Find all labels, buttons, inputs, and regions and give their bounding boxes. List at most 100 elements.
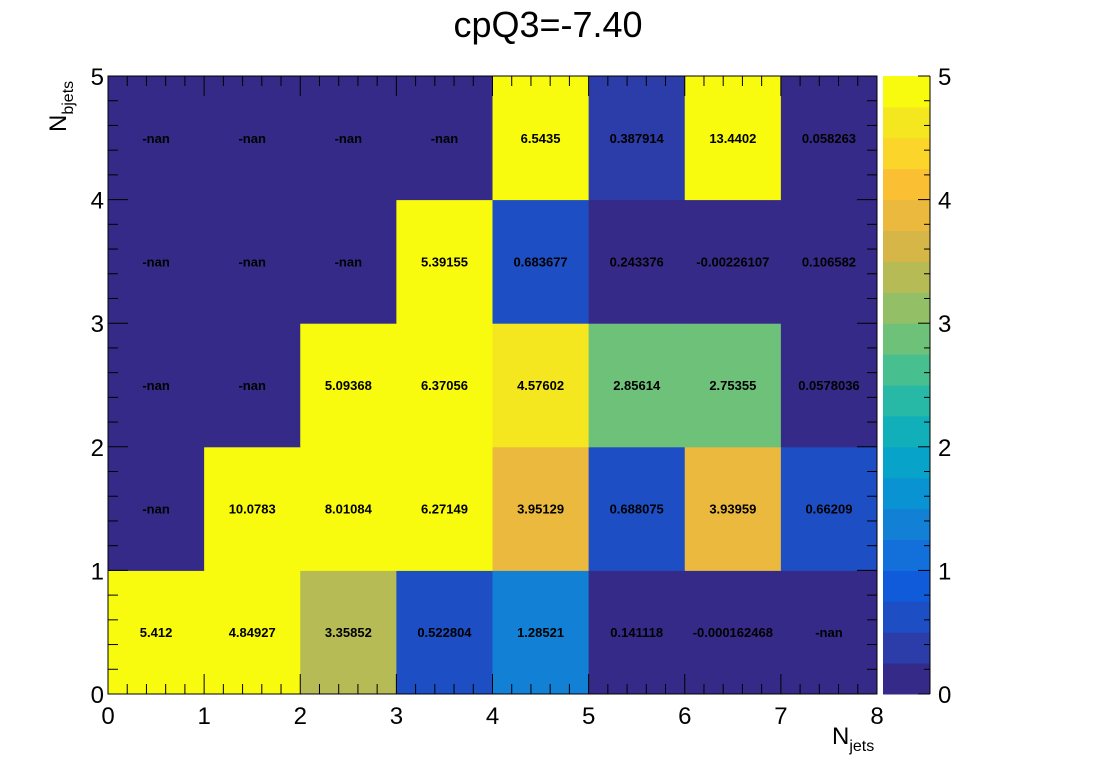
cell-label: 2.75355 — [709, 378, 756, 393]
heatmap-cell — [780, 446, 878, 571]
color-scale-swatch — [883, 446, 930, 479]
cell-label: -nan — [142, 131, 170, 146]
cell-label: 5.412 — [140, 625, 173, 640]
heatmap-cell — [780, 199, 878, 324]
heatmap-cell — [300, 570, 397, 695]
cell-label: 5.39155 — [421, 254, 468, 269]
cell-label: 4.84927 — [229, 625, 276, 640]
y-axis-title: Nbjets — [45, 81, 77, 132]
cell-label: 0.058263 — [802, 131, 856, 146]
heatmap-cell — [492, 323, 590, 448]
heatmap-cell — [396, 199, 493, 324]
x-tick-label: 5 — [582, 703, 595, 730]
color-scale-label: 0 — [938, 682, 951, 709]
cell-label: -nan — [815, 625, 843, 640]
x-tick-label: 3 — [390, 703, 403, 730]
color-scale-label: 3 — [938, 311, 951, 338]
color-scale-swatch — [883, 292, 930, 324]
x-axis-title-main: N — [832, 723, 849, 750]
color-scale-swatch — [883, 76, 930, 108]
y-axis-title-main: N — [45, 115, 72, 132]
cell-label: 10.0783 — [229, 502, 276, 517]
cell-label: 0.387914 — [610, 131, 665, 146]
cell-label: -nan — [238, 378, 266, 393]
cell-label: 0.683677 — [513, 254, 567, 269]
heatmap-cell — [780, 323, 878, 448]
cell-label: 0.66209 — [805, 502, 852, 517]
heatmap-cell — [300, 446, 397, 571]
cell-label: 6.27149 — [421, 502, 468, 517]
x-tick-label: 7 — [774, 703, 787, 730]
y-tick-label: 1 — [91, 558, 104, 585]
heatmap-cell — [204, 446, 301, 571]
cell-label: -nan — [142, 502, 170, 517]
x-axis-title-sub: jets — [848, 738, 874, 755]
y-axis-title-sub: bjets — [60, 81, 77, 115]
cell-label: -nan — [431, 131, 459, 146]
heatmap-cell — [684, 199, 782, 324]
cell-label: -nan — [142, 378, 170, 393]
y-tick-label: 0 — [91, 682, 104, 709]
heatmap-cell — [108, 446, 205, 571]
cell-label: -nan — [142, 254, 170, 269]
cell-label: 1.28521 — [517, 625, 564, 640]
heatmap-cell — [684, 323, 782, 448]
color-scale-swatch — [883, 261, 930, 293]
chart-title: cpQ3=-7.40 — [453, 4, 642, 45]
axes: 0 1 2 3 4 5 6 7 8 0 1 2 3 4 5 — [91, 64, 884, 730]
color-scale-swatch — [883, 539, 930, 571]
color-scale-swatch — [883, 663, 930, 695]
y-tick-label: 5 — [91, 64, 104, 91]
y-tick-label: 4 — [91, 188, 104, 215]
cell-label: 0.688075 — [610, 502, 664, 517]
heatmap-cell — [108, 323, 205, 448]
heatmap-cell — [108, 76, 205, 201]
heatmap-cell — [204, 570, 301, 695]
heatmap-cell — [492, 199, 590, 324]
cell-label: -0.00226107 — [696, 254, 769, 269]
color-scale-swatch — [883, 199, 930, 231]
heatmap-cell — [588, 323, 686, 448]
heatmap-cell — [108, 199, 205, 324]
heatmap-cell — [396, 323, 493, 448]
color-scale-swatch — [883, 168, 930, 201]
color-scale-swatch — [883, 230, 930, 262]
heatmap-cell — [204, 199, 301, 324]
heatmap-cell — [492, 446, 590, 571]
x-tick-label: 1 — [197, 703, 210, 730]
color-scale-swatch — [883, 601, 930, 633]
x-axis-title: Njets — [832, 723, 874, 755]
heatmap-cell — [588, 446, 686, 571]
heatmap-cell — [684, 446, 782, 571]
cell-label: -nan — [335, 131, 363, 146]
cell-label: 0.243376 — [610, 254, 664, 269]
x-tick-label: 6 — [678, 703, 691, 730]
cell-label: 0.522804 — [417, 625, 472, 640]
color-scale-label: 4 — [938, 188, 951, 215]
cell-label: 6.5435 — [521, 131, 561, 146]
heatmap-cell — [300, 76, 397, 201]
cell-label: -nan — [238, 254, 266, 269]
cell-label: -nan — [238, 131, 266, 146]
heatmap-cell — [396, 76, 493, 201]
heatmap-cell — [588, 570, 686, 695]
color-scale-bar: 0 1 2 3 4 5 — [883, 64, 951, 709]
cell-label: -nan — [335, 254, 363, 269]
cell-label: 6.37056 — [421, 378, 468, 393]
cell-label: 2.85614 — [613, 378, 661, 393]
heatmap-cell — [108, 570, 205, 695]
color-scale-swatch — [883, 323, 930, 355]
cell-label: 3.93959 — [709, 502, 756, 517]
x-tick-label: 8 — [870, 703, 883, 730]
heatmap-cell — [588, 76, 686, 201]
cell-label: 0.0578036 — [798, 378, 859, 393]
heatmap-cell — [588, 199, 686, 324]
color-scale-swatch — [883, 632, 930, 664]
heatmap-cell — [396, 570, 493, 695]
color-scale-swatch — [883, 354, 930, 386]
cell-label: 8.01084 — [325, 502, 373, 517]
heatmap-cell — [684, 570, 782, 695]
heatmap-cells — [108, 76, 878, 695]
cell-label: -0.000162468 — [693, 625, 773, 640]
